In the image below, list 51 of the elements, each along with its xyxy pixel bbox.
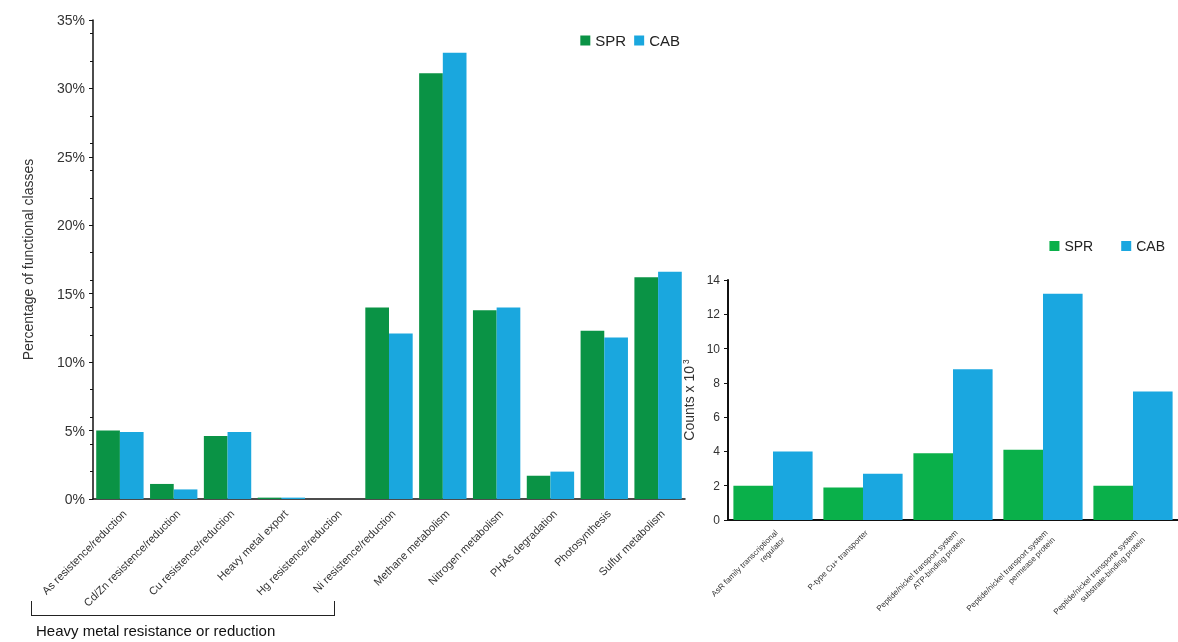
legend-label: SPR [595,32,627,49]
bar [496,307,521,499]
bar [203,436,228,499]
bar [150,483,174,499]
legend-label: CAB [649,32,680,49]
y-axis-title: Counts x 103 [680,358,697,441]
bar [365,307,389,499]
bar [472,310,497,499]
bar [604,337,628,499]
bar [389,333,413,499]
bar [1133,391,1173,520]
bar [953,369,993,520]
bar [550,471,575,499]
y-tick-label: 14 [706,273,721,287]
y-tick-label: 12 [706,307,721,322]
y-tick-label: 0% [64,491,85,507]
y-tick-label: 8 [713,375,721,390]
bar [119,431,144,499]
bar [96,430,120,499]
bar [526,475,551,499]
bar [634,277,659,499]
bar [1093,485,1133,520]
bar [227,431,252,499]
bar [913,453,953,520]
bar [823,487,863,520]
y-axis-title: Percentage of functional classes [20,158,36,361]
y-tick-label: 25% [56,148,85,165]
text: Heavy metal resistance or reduction [36,622,276,639]
bar [863,473,903,520]
bar [1003,449,1043,520]
bar [658,271,682,499]
y-tick-label: 30% [56,80,85,97]
y-tick-label: 0 [713,513,721,527]
y-tick-label: 15% [56,285,85,302]
bar [733,485,773,520]
y-tick-label: 2 [713,478,721,493]
y-tick-label: 35% [56,12,85,28]
legend-label: SPR [1064,238,1094,254]
y-tick-label: 5% [64,422,85,439]
y-tick-label: 10% [56,354,85,371]
y-tick-label: 10 [706,341,721,356]
bar [442,52,467,499]
bar [580,330,605,499]
legend-label: CAB [1136,238,1166,254]
bar [173,489,198,499]
bar [419,73,443,499]
y-tick-label: 20% [56,217,85,234]
bar [773,451,813,520]
bar [1043,293,1083,520]
y-tick-label: 6 [713,410,721,425]
y-tick-label: 4 [713,444,721,459]
